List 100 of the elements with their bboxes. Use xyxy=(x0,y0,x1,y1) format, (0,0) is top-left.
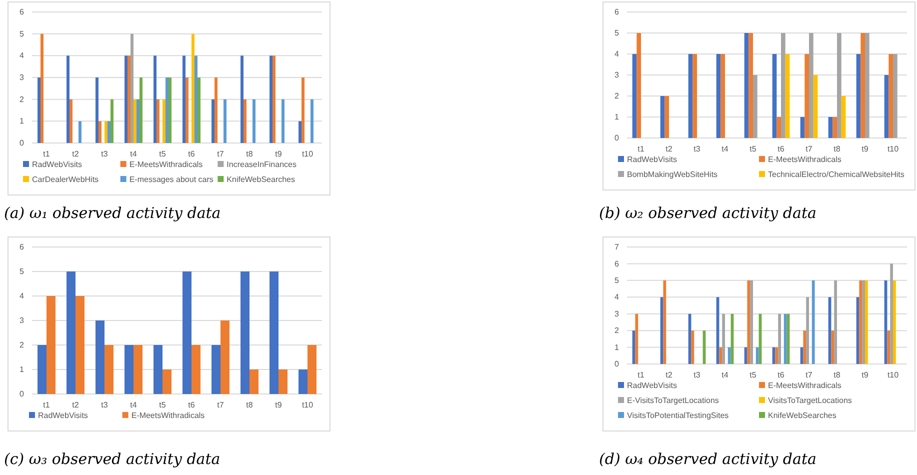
bar xyxy=(78,121,82,143)
y-tick-label: 5 xyxy=(614,276,620,285)
bar xyxy=(859,280,862,364)
bar xyxy=(800,117,805,138)
bar xyxy=(186,78,189,143)
bar xyxy=(893,280,896,364)
legend-label: E-messages about cars xyxy=(129,175,214,184)
x-tick-label: t4 xyxy=(722,370,729,380)
bar xyxy=(156,99,160,143)
bar xyxy=(104,121,108,143)
bar xyxy=(753,75,758,138)
x-tick-label: t6 xyxy=(778,370,785,380)
x-tick-label: t3 xyxy=(694,370,701,380)
bar xyxy=(154,56,157,143)
y-tick-label: 3 xyxy=(614,70,620,80)
legend-label: E-MeetsWithradicals xyxy=(768,155,842,164)
y-tick-label: 0 xyxy=(614,360,620,369)
y-tick-label: 7 xyxy=(614,242,620,252)
y-tick-label: 4 xyxy=(20,51,25,60)
bar xyxy=(841,96,846,138)
y-tick-label: 1 xyxy=(20,116,25,126)
bar xyxy=(76,296,84,394)
x-tick-label: t10 xyxy=(887,144,900,154)
x-tick-label: t4 xyxy=(130,150,138,159)
y-tick-label: 6 xyxy=(20,8,25,17)
bar xyxy=(781,33,786,138)
bar xyxy=(192,34,194,143)
bar xyxy=(747,280,750,364)
bar xyxy=(182,272,192,394)
y-tick-label: 2 xyxy=(614,326,620,336)
bar xyxy=(278,370,288,394)
bar xyxy=(212,345,220,394)
x-tick-label: t1 xyxy=(638,370,645,380)
bar xyxy=(887,330,890,364)
y-tick-label: 6 xyxy=(20,242,25,252)
y-tick-label: 0 xyxy=(614,134,620,143)
bar xyxy=(168,78,172,143)
bar xyxy=(298,121,302,143)
x-tick-label: t5 xyxy=(159,150,166,159)
bar xyxy=(134,345,142,394)
bar xyxy=(281,99,284,143)
legend-label: CarDealerWebHits xyxy=(32,175,99,184)
bar xyxy=(785,54,790,138)
legend-label: RadWebVisits xyxy=(38,411,88,420)
x-tick-label: t6 xyxy=(778,144,785,154)
bar xyxy=(96,78,99,143)
x-tick-label: t8 xyxy=(246,150,254,159)
bar xyxy=(130,34,134,143)
bar xyxy=(302,78,305,143)
bar xyxy=(136,99,140,143)
bar xyxy=(270,56,273,143)
bar xyxy=(828,117,833,138)
legend-label: KnifeWebSearches xyxy=(768,411,836,420)
bar xyxy=(192,345,200,394)
bar xyxy=(98,121,102,143)
bar xyxy=(38,345,46,394)
x-tick-label: t10 xyxy=(302,150,314,159)
bar xyxy=(110,99,114,143)
bar xyxy=(162,99,166,143)
x-tick-label: t8 xyxy=(246,400,254,410)
bar xyxy=(775,347,778,364)
bar xyxy=(250,370,258,394)
x-tick-label: t3 xyxy=(101,400,108,410)
x-tick-label: t6 xyxy=(188,150,196,159)
y-tick-label: 3 xyxy=(20,73,25,82)
legend-label: TechnicalElectro/ChemicalWebsiteHits xyxy=(768,170,904,179)
bar xyxy=(831,330,834,364)
bar xyxy=(691,330,694,364)
bar xyxy=(728,347,731,364)
bar xyxy=(240,56,244,143)
legend-label: VisitsToTargetLocations xyxy=(768,396,852,405)
x-tick-label: t7 xyxy=(217,400,224,410)
bar xyxy=(860,33,865,138)
bar xyxy=(214,78,218,143)
text: (d) ω₄ observed activity data xyxy=(599,450,816,468)
bar xyxy=(884,75,889,138)
bar xyxy=(744,33,749,138)
y-tick-label: 4 xyxy=(20,292,25,301)
x-tick-label: t2 xyxy=(666,144,673,154)
bar xyxy=(272,56,276,143)
x-tick-label: t2 xyxy=(666,370,673,380)
legend-label: KnifeWebSearches xyxy=(226,175,296,184)
y-tick-label: 5 xyxy=(20,267,25,276)
x-tick-label: t7 xyxy=(806,370,813,380)
bar xyxy=(806,297,809,364)
bar xyxy=(664,96,669,138)
bar xyxy=(46,296,56,394)
bar xyxy=(104,345,114,394)
bar xyxy=(124,56,128,143)
x-tick-label: t6 xyxy=(188,400,196,410)
legend-label: RadWebVisits xyxy=(32,160,82,169)
legend-label: VisitsToPotentialTestingSites xyxy=(627,411,729,420)
y-tick-label: 2 xyxy=(20,94,25,104)
bar xyxy=(165,78,168,143)
bar xyxy=(862,280,865,364)
bar xyxy=(804,54,809,138)
bar xyxy=(632,54,637,138)
bar xyxy=(803,330,806,364)
bar xyxy=(252,99,256,143)
bar xyxy=(719,347,722,364)
